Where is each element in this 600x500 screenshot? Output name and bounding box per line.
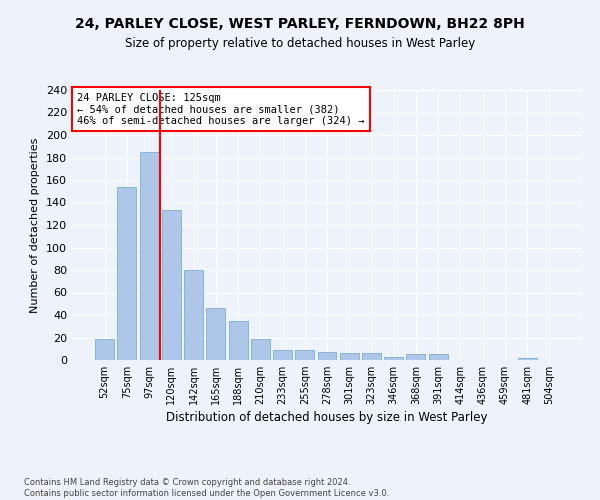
Bar: [118, 186, 136, 360]
X-axis label: Distribution of detached houses by size in West Parley: Distribution of detached houses by size …: [166, 412, 488, 424]
Bar: [140, 152, 158, 360]
Text: 24 PARLEY CLOSE: 125sqm
← 54% of detached houses are smaller (382)
46% of semi-d: 24 PARLEY CLOSE: 125sqm ← 54% of detache…: [77, 92, 365, 126]
Bar: [362, 353, 381, 360]
Bar: [162, 210, 181, 360]
Bar: [429, 354, 448, 360]
Bar: [317, 352, 337, 360]
Bar: [229, 320, 248, 360]
Bar: [384, 356, 403, 360]
Bar: [295, 350, 314, 360]
Bar: [273, 350, 292, 360]
Bar: [206, 308, 225, 360]
Bar: [340, 353, 359, 360]
Bar: [95, 338, 114, 360]
Text: Size of property relative to detached houses in West Parley: Size of property relative to detached ho…: [125, 38, 475, 51]
Y-axis label: Number of detached properties: Number of detached properties: [31, 138, 40, 312]
Bar: [251, 338, 270, 360]
Text: 24, PARLEY CLOSE, WEST PARLEY, FERNDOWN, BH22 8PH: 24, PARLEY CLOSE, WEST PARLEY, FERNDOWN,…: [75, 18, 525, 32]
Bar: [406, 354, 425, 360]
Bar: [518, 358, 536, 360]
Bar: [184, 270, 203, 360]
Text: Contains HM Land Registry data © Crown copyright and database right 2024.
Contai: Contains HM Land Registry data © Crown c…: [24, 478, 389, 498]
